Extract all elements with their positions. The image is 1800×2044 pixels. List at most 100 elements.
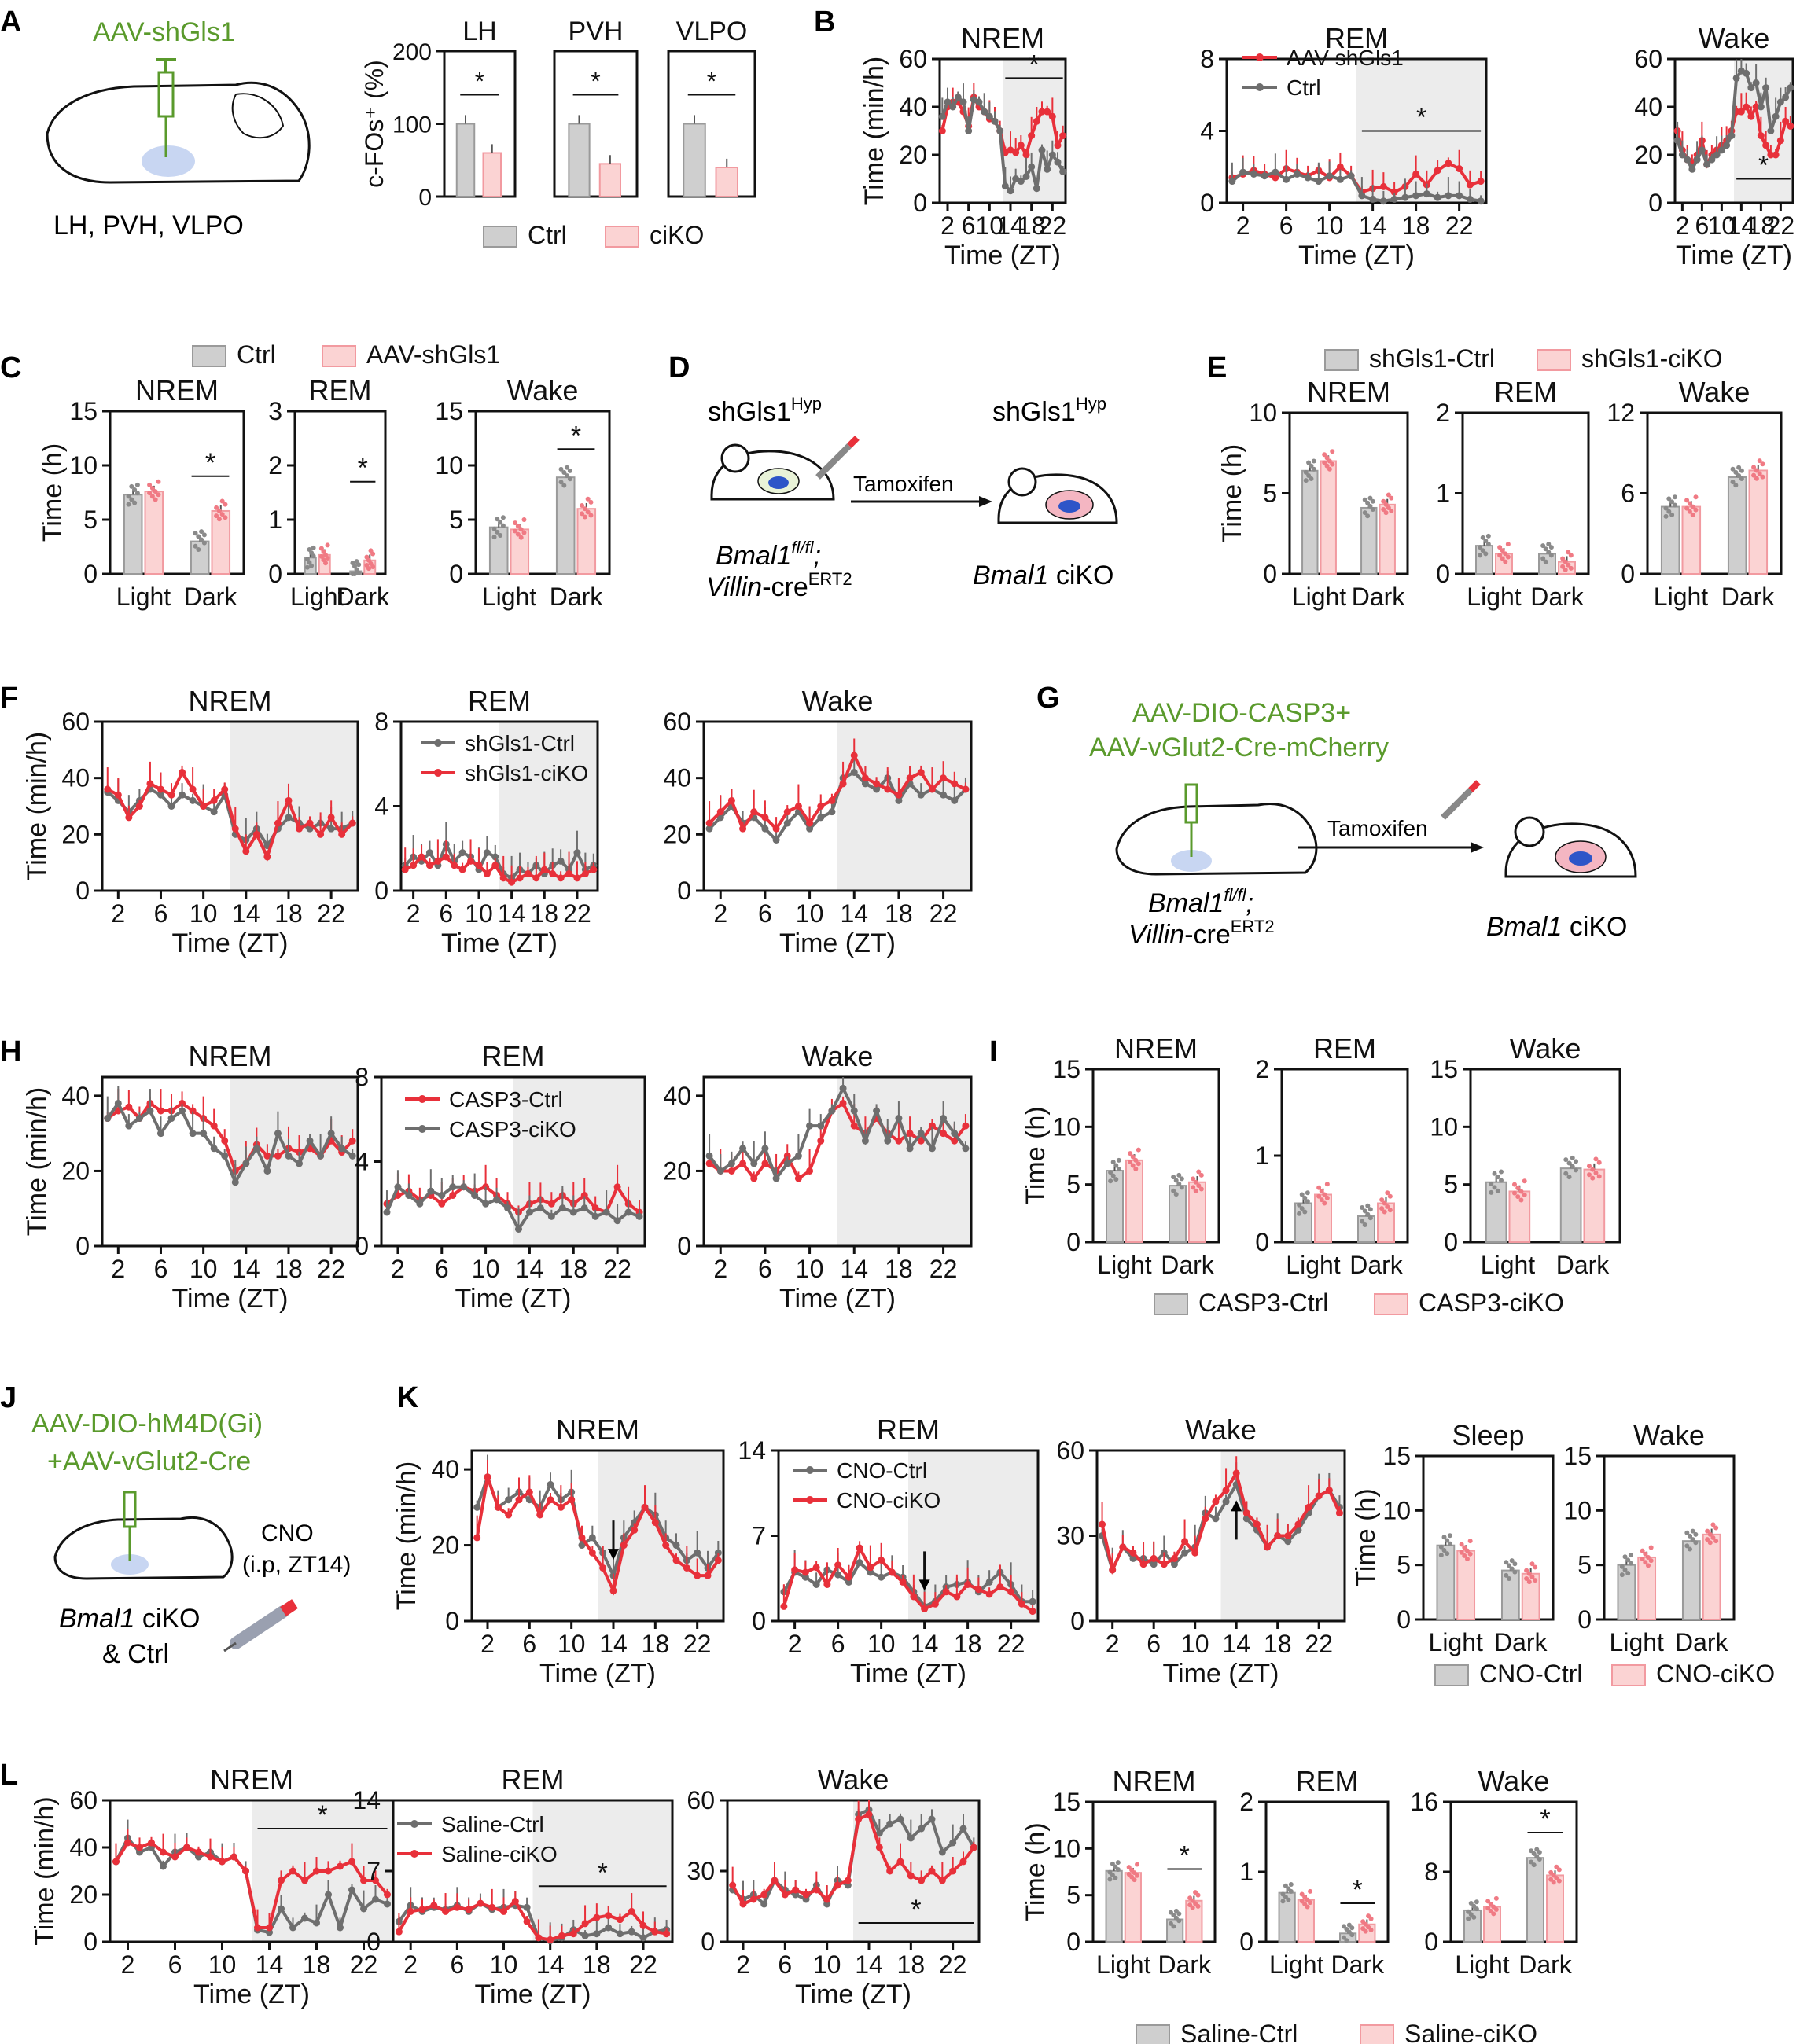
data-point (394, 1183, 402, 1191)
individual-point (1462, 1545, 1467, 1550)
data-point (425, 849, 433, 857)
data-point (1253, 1520, 1261, 1528)
individual-point (1382, 1209, 1387, 1215)
data-point (477, 1899, 484, 1907)
individual-point (1551, 1880, 1556, 1885)
data-point (327, 1130, 335, 1138)
bar (1681, 505, 1702, 575)
x-tick-label: 2 (736, 1950, 750, 1979)
individual-point (199, 529, 204, 535)
data-point (405, 1192, 413, 1199)
data-point (125, 1103, 133, 1111)
data-point (1336, 163, 1344, 171)
individual-point (1574, 1159, 1579, 1164)
individual-point (1113, 1163, 1119, 1168)
data-point (125, 814, 133, 822)
data-point (609, 1586, 617, 1594)
individual-point (1548, 553, 1554, 558)
data-point (179, 769, 186, 776)
individual-point (325, 555, 330, 561)
individual-point (1684, 505, 1690, 511)
data-point (896, 1815, 904, 1823)
data-point (771, 1877, 779, 1884)
chart-b-rem: 0 4 8 2 6 10 14 18 22 REM Time (ZT) * (1200, 22, 1488, 270)
data-point (974, 1586, 982, 1594)
y-tick-label: 0 (1397, 1605, 1411, 1634)
y-tick-label: 0 (75, 877, 90, 905)
data-point (301, 1877, 308, 1884)
individual-point (521, 530, 527, 535)
bar (555, 476, 576, 575)
individual-point (1382, 1200, 1387, 1206)
bar (1559, 1167, 1582, 1243)
individual-point (1195, 1903, 1201, 1909)
d-result: Bmal1 ciKO (973, 561, 1114, 590)
individual-point (1500, 548, 1505, 553)
x-tick-label: 10 (1708, 211, 1736, 240)
data-point (475, 862, 483, 869)
x-axis-label: Time (ZT) (795, 1980, 911, 2009)
dark-phase-shade (837, 1077, 971, 1246)
chart-title: Wake (1510, 1032, 1581, 1064)
data-point (465, 1906, 473, 1913)
legend-label: Ctrl (528, 221, 567, 249)
x-tick-label: 18 (583, 1950, 611, 1979)
data-point (750, 808, 758, 816)
x-category-label: Dark (550, 583, 604, 611)
individual-point (1438, 1553, 1444, 1558)
legend-marker (434, 739, 442, 747)
data-point (780, 1602, 788, 1610)
panel-letter-l: L (0, 1759, 18, 1792)
y-tick-label: 5 (1577, 1551, 1592, 1579)
data-point (514, 1226, 522, 1233)
y-axis-label: Time (h) (1021, 1822, 1051, 1921)
data-point (547, 1480, 554, 1488)
y-tick-label: 0 (83, 1928, 98, 1956)
individual-point (1754, 468, 1759, 473)
chart-f-rem: 0 4 8 2 6 10 14 18 22 REM Time (ZT) (374, 685, 599, 958)
bar (1379, 503, 1396, 575)
x-tick-label: 18 (530, 899, 558, 928)
g-mouse-icon (1504, 816, 1637, 878)
individual-point (1478, 545, 1483, 550)
data-point (651, 1928, 659, 1936)
data-point (823, 1581, 831, 1588)
y-tick-label: 0 (1070, 1607, 1084, 1635)
individual-point (1504, 1572, 1509, 1578)
data-point (1713, 151, 1721, 159)
individual-point (1171, 1924, 1176, 1929)
data-point (888, 1568, 896, 1576)
x-tick-label: 2 (1675, 211, 1689, 240)
individual-point (1509, 1558, 1515, 1564)
d-arrow-head (979, 496, 992, 507)
bar-cno-ctrl-light (1617, 1553, 1636, 1620)
individual-point (1485, 542, 1491, 547)
individual-point (1344, 1938, 1349, 1943)
legend-swatch (483, 226, 517, 248)
x-tick-label: 6 (154, 899, 168, 928)
chart-title: Wake (1478, 1765, 1550, 1797)
x-category-label: Dark (336, 583, 390, 611)
x-tick-label: 6 (758, 899, 772, 928)
x-tick-label: 2 (940, 211, 955, 240)
individual-point (1280, 1899, 1286, 1904)
individual-point (1684, 1530, 1690, 1535)
data-point (372, 1895, 379, 1903)
data-point (1033, 117, 1040, 125)
individual-point (1556, 1878, 1562, 1884)
individual-point (1128, 1151, 1133, 1156)
individual-point (1319, 1197, 1324, 1203)
individual-point (1110, 1160, 1116, 1165)
data-point (1743, 69, 1750, 77)
data-point (532, 874, 540, 882)
data-point (928, 1815, 936, 1823)
series-cno-ciko (473, 1460, 722, 1596)
data-point (573, 874, 581, 882)
significance-star: * (571, 421, 581, 450)
x-axis-label: Time (ZT) (850, 1659, 966, 1689)
chart-l-wake: 0 30 60 2 6 10 14 18 22 Wake Time (ZT) * (687, 1763, 981, 2009)
data-point (694, 1572, 701, 1579)
data-point (442, 1907, 450, 1915)
data-point (928, 1145, 936, 1153)
data-point (383, 1208, 391, 1216)
